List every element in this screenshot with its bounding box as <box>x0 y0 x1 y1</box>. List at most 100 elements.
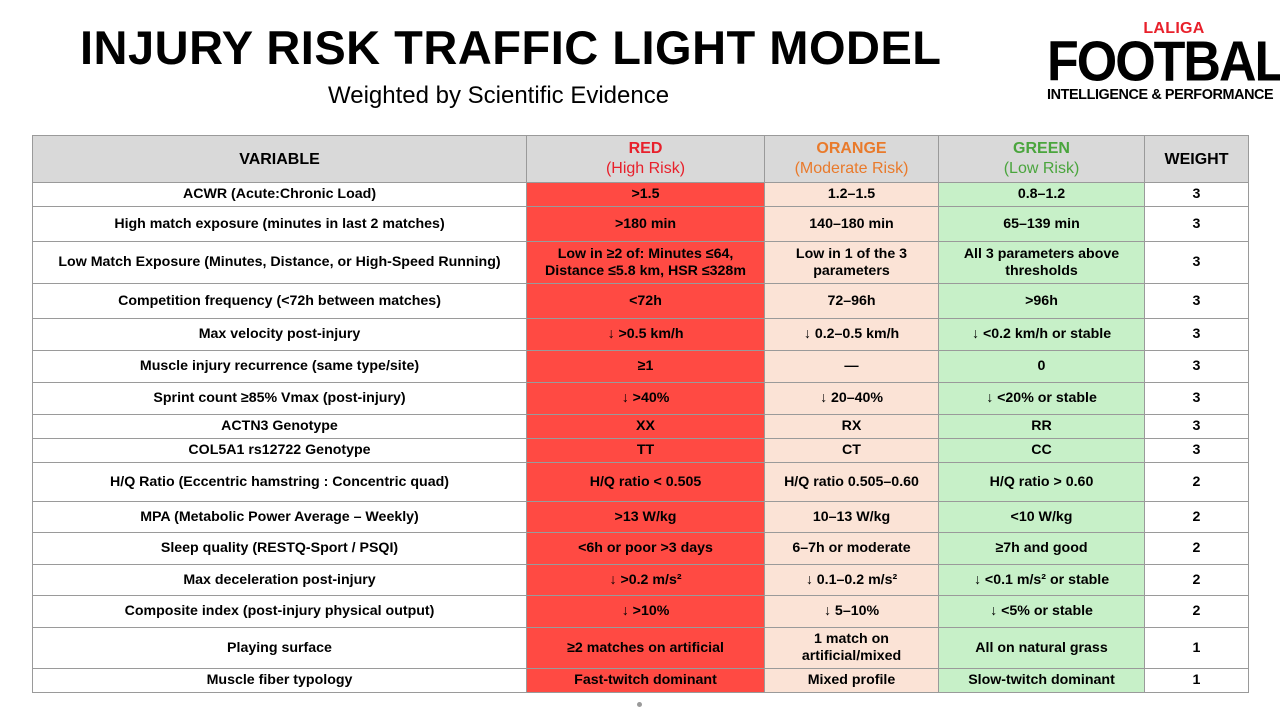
table-row: MPA (Metabolic Power Average – Weekly) >… <box>33 502 1249 533</box>
risk-table: VARIABLE RED (High Risk) ORANGE (Moderat… <box>32 135 1249 693</box>
table-row: High match exposure (minutes in last 2 m… <box>33 207 1249 242</box>
variable-cell: MPA (Metabolic Power Average – Weekly) <box>33 502 527 533</box>
green-cell: RR <box>939 415 1145 439</box>
red-cell: >180 min <box>527 207 765 242</box>
green-cell: ↓ <0.2 km/h or stable <box>939 319 1145 351</box>
weight-cell: 3 <box>1145 183 1249 207</box>
weight-cell: 1 <box>1145 669 1249 693</box>
variable-cell: H/Q Ratio (Eccentric hamstring : Concent… <box>33 463 527 502</box>
table-row: Sprint count ≥85% Vmax (post-injury) ↓ >… <box>33 383 1249 415</box>
page-title: INJURY RISK TRAFFIC LIGHT MODEL <box>80 20 942 75</box>
table-row: Muscle fiber typology Fast-twitch domina… <box>33 669 1249 693</box>
weight-cell: 2 <box>1145 533 1249 565</box>
variable-cell: Sleep quality (RESTQ-Sport / PSQI) <box>33 533 527 565</box>
variable-cell: ACWR (Acute:Chronic Load) <box>33 183 527 207</box>
weight-cell: 1 <box>1145 628 1249 669</box>
red-cell: >13 W/kg <box>527 502 765 533</box>
weight-cell: 3 <box>1145 415 1249 439</box>
table-row: Competition frequency (<72h between matc… <box>33 284 1249 319</box>
variable-cell: Competition frequency (<72h between matc… <box>33 284 527 319</box>
orange-cell: ↓ 20–40% <box>765 383 939 415</box>
red-cell: Fast-twitch dominant <box>527 669 765 693</box>
green-cell: 65–139 min <box>939 207 1145 242</box>
weight-cell: 3 <box>1145 319 1249 351</box>
table-row: Muscle injury recurrence (same type/site… <box>33 351 1249 383</box>
green-cell: Slow-twitch dominant <box>939 669 1145 693</box>
orange-cell: 6–7h or moderate <box>765 533 939 565</box>
header-red-label: RED <box>531 139 760 159</box>
green-cell: 0.8–1.2 <box>939 183 1145 207</box>
header-green-label: GREEN <box>943 139 1140 159</box>
table-row: ACTN3 Genotype XX RX RR 3 <box>33 415 1249 439</box>
table-row: Playing surface ≥2 matches on artificial… <box>33 628 1249 669</box>
red-cell: ↓ >10% <box>527 596 765 628</box>
slide-indicator-dot <box>637 702 642 707</box>
orange-cell: — <box>765 351 939 383</box>
laliga-football-logo: LALIGA FOOTBALL INTELLIGENCE & PERFORMAN… <box>1047 20 1257 116</box>
orange-cell: RX <box>765 415 939 439</box>
orange-cell: 10–13 W/kg <box>765 502 939 533</box>
table-row: Sleep quality (RESTQ-Sport / PSQI) <6h o… <box>33 533 1249 565</box>
page-subtitle: Weighted by Scientific Evidence <box>328 82 669 110</box>
table-row: H/Q Ratio (Eccentric hamstring : Concent… <box>33 463 1249 502</box>
orange-cell: ↓ 0.1–0.2 m/s² <box>765 565 939 596</box>
weight-cell: 3 <box>1145 439 1249 463</box>
weight-cell: 3 <box>1145 351 1249 383</box>
weight-cell: 3 <box>1145 383 1249 415</box>
red-cell: Low in ≥2 of: Minutes ≤64, Distance ≤5.8… <box>527 242 765 284</box>
orange-cell: 1 match on artificial/mixed <box>765 628 939 669</box>
red-cell: >1.5 <box>527 183 765 207</box>
orange-cell: 72–96h <box>765 284 939 319</box>
green-cell: ↓ <0.1 m/s² or stable <box>939 565 1145 596</box>
header-weight: WEIGHT <box>1145 136 1249 183</box>
green-cell: ↓ <5% or stable <box>939 596 1145 628</box>
orange-cell: 1.2–1.5 <box>765 183 939 207</box>
green-cell: All 3 parameters above thresholds <box>939 242 1145 284</box>
green-cell: >96h <box>939 284 1145 319</box>
orange-cell: Low in 1 of the 3 parameters <box>765 242 939 284</box>
green-cell: H/Q ratio > 0.60 <box>939 463 1145 502</box>
weight-cell: 3 <box>1145 284 1249 319</box>
weight-cell: 3 <box>1145 242 1249 284</box>
red-cell: H/Q ratio < 0.505 <box>527 463 765 502</box>
table-row: COL5A1 rs12722 Genotype TT CT CC 3 <box>33 439 1249 463</box>
red-cell: ↓ >0.2 m/s² <box>527 565 765 596</box>
variable-cell: Composite index (post-injury physical ou… <box>33 596 527 628</box>
weight-cell: 2 <box>1145 596 1249 628</box>
orange-cell: H/Q ratio 0.505–0.60 <box>765 463 939 502</box>
green-cell: CC <box>939 439 1145 463</box>
logo-main-text: FOOTBALL <box>1047 36 1257 88</box>
red-cell: <6h or poor >3 days <box>527 533 765 565</box>
weight-cell: 2 <box>1145 463 1249 502</box>
orange-cell: CT <box>765 439 939 463</box>
header-orange-label: ORANGE <box>769 139 934 159</box>
orange-cell: ↓ 0.2–0.5 km/h <box>765 319 939 351</box>
table-header-row: VARIABLE RED (High Risk) ORANGE (Moderat… <box>33 136 1249 183</box>
orange-cell: 140–180 min <box>765 207 939 242</box>
variable-cell: COL5A1 rs12722 Genotype <box>33 439 527 463</box>
red-cell: ↓ >0.5 km/h <box>527 319 765 351</box>
variable-cell: Muscle fiber typology <box>33 669 527 693</box>
table-row: Max deceleration post-injury ↓ >0.2 m/s²… <box>33 565 1249 596</box>
header-green-sub: (Low Risk) <box>943 159 1140 179</box>
red-cell: TT <box>527 439 765 463</box>
header-variable: VARIABLE <box>33 136 527 183</box>
header-red: RED (High Risk) <box>527 136 765 183</box>
header-orange-sub: (Moderate Risk) <box>769 159 934 179</box>
header-red-sub: (High Risk) <box>531 159 760 179</box>
red-cell: <72h <box>527 284 765 319</box>
variable-cell: Max deceleration post-injury <box>33 565 527 596</box>
variable-cell: Max velocity post-injury <box>33 319 527 351</box>
table-row: ACWR (Acute:Chronic Load) >1.5 1.2–1.5 0… <box>33 183 1249 207</box>
green-cell: ≥7h and good <box>939 533 1145 565</box>
red-cell: ≥1 <box>527 351 765 383</box>
red-cell: XX <box>527 415 765 439</box>
variable-cell: Sprint count ≥85% Vmax (post-injury) <box>33 383 527 415</box>
header-green: GREEN (Low Risk) <box>939 136 1145 183</box>
weight-cell: 2 <box>1145 502 1249 533</box>
table-row: Low Match Exposure (Minutes, Distance, o… <box>33 242 1249 284</box>
green-cell: <10 W/kg <box>939 502 1145 533</box>
red-cell: ↓ >40% <box>527 383 765 415</box>
variable-cell: Playing surface <box>33 628 527 669</box>
